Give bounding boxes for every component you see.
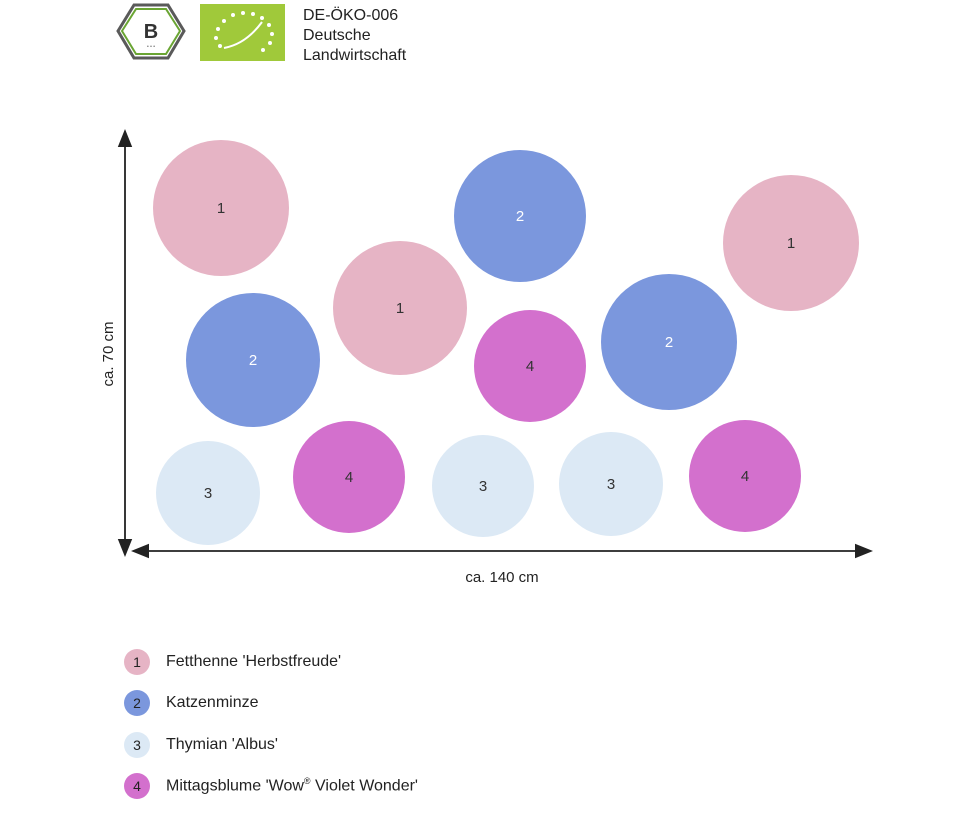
plant-number-label: 2 [249, 352, 257, 369]
legend-label-3: Thymian 'Albus' [166, 735, 278, 753]
svg-text:B: B [144, 21, 158, 43]
plant-2-circle: 2 [601, 274, 737, 410]
legend-label-4-main: Mittagsblume 'Wow [166, 777, 304, 795]
plant-circle-shape [723, 175, 859, 311]
legend-item-3: 3 Thymian 'Albus' [124, 731, 824, 758]
plant-number-label: 2 [665, 334, 673, 351]
legend-item-1: 1 Fetthenne 'Herbstfreude' [124, 648, 824, 675]
plant-circle-shape [474, 310, 586, 422]
svg-text:• • •: • • • [147, 44, 155, 50]
legend-dot-4: 4 [124, 773, 150, 799]
legend-dot-1: 1 [124, 648, 150, 675]
certification-logos: B ​ • • • [116, 3, 285, 61]
plant-circle-shape [601, 274, 737, 410]
plant-1-circle: 1 [723, 175, 859, 311]
plant-number-label: 4 [345, 469, 353, 486]
width-axis-label: ca. 140 cm [465, 569, 538, 586]
plant-number-label: 3 [204, 485, 212, 502]
legend-dot-3: 3 [124, 731, 150, 758]
plant-3-circle: 3 [156, 441, 260, 545]
certification-code: DE-ÖKO-006 [303, 7, 399, 24]
plant-circle-shape [454, 150, 586, 282]
plant-number-label: 4 [526, 358, 534, 375]
plant-4-circle: 4 [474, 310, 586, 422]
legend: 1 Fetthenne 'Herbstfreude' 2 Katzenminze… [124, 648, 824, 814]
plant-4-circle: 4 [293, 421, 405, 533]
plant-number-label: 3 [607, 476, 615, 493]
plant-circle-shape [432, 435, 534, 537]
plant-circle-shape [153, 140, 289, 276]
certification-line-3: Landwirtschaft [303, 47, 407, 64]
certification-line-2: Deutsche [303, 27, 371, 44]
plant-1-circle: 1 [333, 241, 467, 375]
plant-circle-shape [333, 241, 467, 375]
planting-diagram: ca. 70 cm ca. 140 cm 1 2 1 1 2 4 2 3 4 3 3 4 [100, 129, 873, 586]
plant-circle-shape [186, 293, 320, 427]
plant-circle-shape [559, 432, 663, 536]
plant-3-circle: 3 [432, 435, 534, 537]
plants-layer: 1 2 1 1 2 4 2 3 4 3 3 4 [153, 140, 859, 545]
certification-text: DE-ÖKO-006 Deutsche Landwirtschaft [303, 6, 406, 66]
legend-label-2: Katzenminze [166, 694, 259, 711]
plant-circle-shape [293, 421, 405, 533]
certification-header: B ​ • • • DE-ÖKO-006 [0, 0, 520, 80]
plant-number-label: 4 [741, 468, 749, 485]
registered-mark: ® [303, 776, 311, 787]
legend-label-4: Mittagsblume 'Wow® Violet Wonder' [166, 776, 418, 795]
legend-label-4-tail: Violet Wonder' [310, 777, 418, 795]
legend-item-2: 2 Katzenminze [124, 690, 824, 717]
legend-label-1: Fetthenne 'Herbstfreude' [166, 652, 342, 670]
plant-4-circle: 4 [689, 420, 801, 532]
plant-2-circle: 2 [454, 150, 586, 282]
eu-organic-logo [200, 4, 285, 61]
plant-3-circle: 3 [559, 432, 663, 536]
plant-circle-shape [689, 420, 801, 532]
plant-2-circle: 2 [186, 293, 320, 427]
plant-number-label: 1 [787, 235, 795, 252]
bio-seal-logo: B ​ • • • [116, 3, 186, 60]
plant-number-label: 1 [396, 300, 404, 317]
height-axis-label: ca. 70 cm [100, 321, 117, 386]
plant-number-label: 1 [217, 200, 225, 217]
legend-item-4: 4 Mittagsblume 'Wow® Violet Wonder' [124, 773, 824, 800]
legend-dot-2: 2 [124, 690, 150, 716]
plant-circle-shape [156, 441, 260, 545]
plant-number-label: 3 [479, 478, 487, 495]
plant-number-label: 2 [516, 208, 524, 225]
plant-1-circle: 1 [153, 140, 289, 276]
